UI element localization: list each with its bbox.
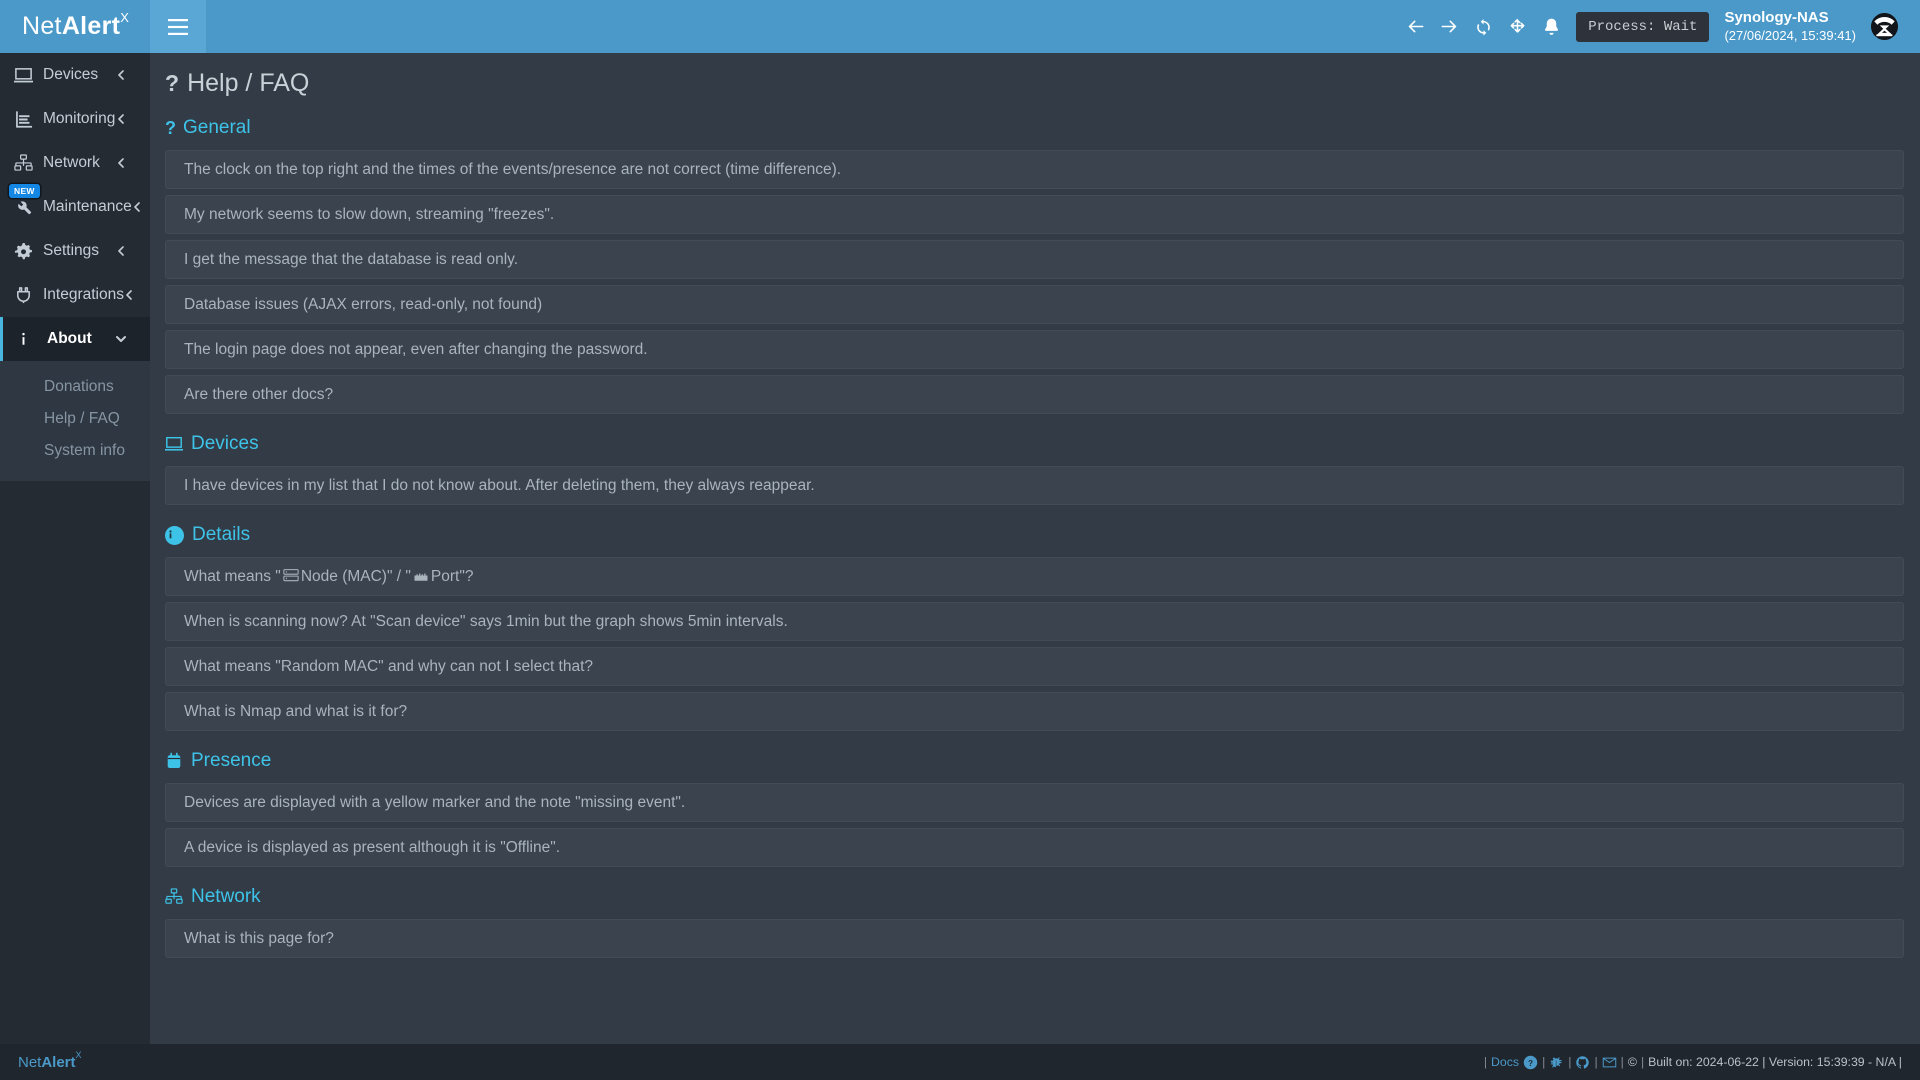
svg-text:?: ? [1528,1058,1533,1067]
